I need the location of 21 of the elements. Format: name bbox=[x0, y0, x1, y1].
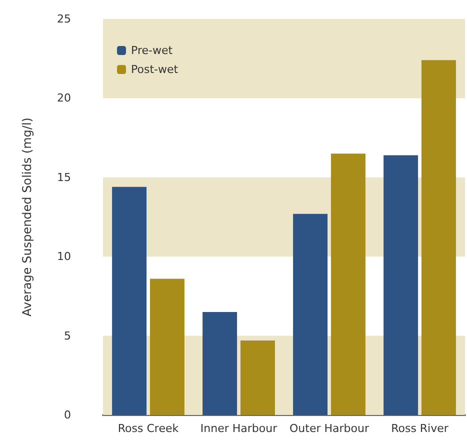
bar bbox=[202, 312, 238, 415]
bar bbox=[384, 155, 418, 415]
y-tick-label: 15 bbox=[57, 170, 71, 184]
bar bbox=[150, 278, 184, 415]
y-tick-label: 5 bbox=[64, 329, 71, 342]
y-tick-label: 10 bbox=[57, 250, 71, 264]
y-tick-label: 0 bbox=[64, 408, 71, 422]
legend-label: Post-wet bbox=[131, 63, 179, 76]
bar bbox=[240, 340, 275, 415]
bar bbox=[293, 214, 328, 415]
x-tick-label: Inner Harbour bbox=[200, 422, 278, 435]
bar bbox=[421, 60, 456, 415]
x-tick-label: Outer Harbour bbox=[290, 422, 370, 435]
y-tick-label: 25 bbox=[57, 12, 71, 26]
legend-label: Pre-wet bbox=[131, 44, 174, 57]
x-tick-label: Ross River bbox=[391, 422, 449, 435]
y-tick-label: 20 bbox=[57, 92, 71, 105]
y-axis-title: Average Suspended Solids (mg/l) bbox=[20, 118, 34, 316]
bar bbox=[112, 186, 147, 415]
bar bbox=[330, 154, 366, 415]
x-tick-label: Ross Creek bbox=[118, 422, 180, 435]
